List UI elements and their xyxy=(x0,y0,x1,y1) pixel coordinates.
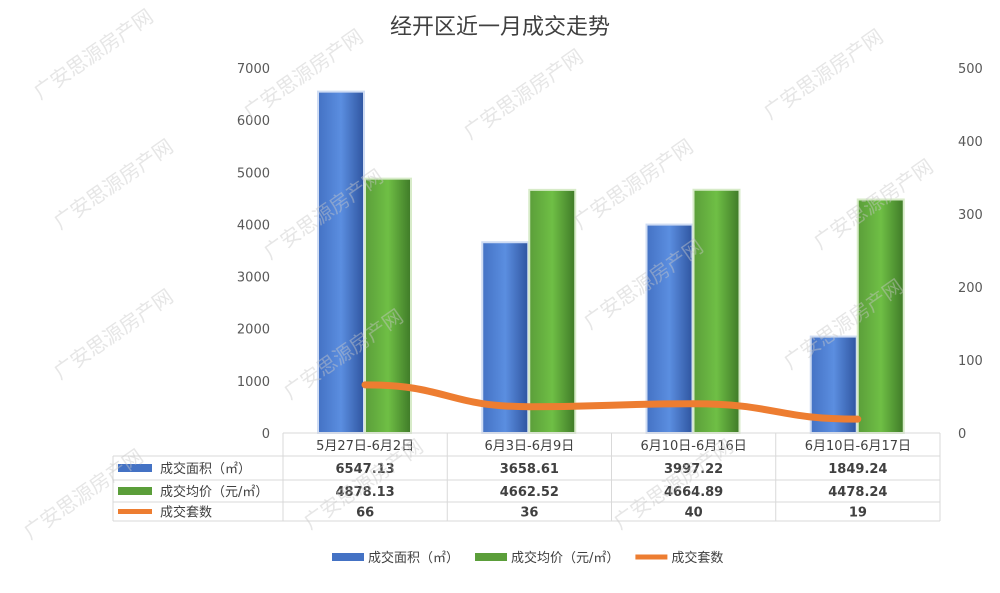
table-cell: 1849.24 xyxy=(828,462,887,477)
table-cell: 36 xyxy=(520,506,538,521)
y-tick-label: 5000 xyxy=(237,166,270,181)
category-label: 5月27日-6月2日 xyxy=(316,439,414,454)
chart-title: 经开区近一月成交走势 xyxy=(390,15,610,40)
table-cell: 3658.61 xyxy=(500,462,559,477)
table-cell: 66 xyxy=(356,506,374,521)
legend-label: 成交均价（元/㎡） xyxy=(511,550,619,566)
y2-tick-label: 400 xyxy=(958,135,983,150)
table-cell: 4662.52 xyxy=(500,485,559,500)
legend-key xyxy=(332,553,364,561)
line-series-count xyxy=(361,381,862,423)
y2-tick-label: 300 xyxy=(958,208,983,223)
table-cell: 3997.22 xyxy=(664,462,723,477)
watermark: 广安思源房产网 xyxy=(49,134,177,234)
y-tick-label: 6000 xyxy=(237,114,270,129)
data-table xyxy=(112,432,941,522)
watermark: 广安思源房产网 xyxy=(459,44,587,144)
table-row-label: 成交面积（㎡） xyxy=(160,461,251,477)
category-label: 6月10日-6月17日 xyxy=(805,439,911,454)
table-cell: 19 xyxy=(849,506,867,521)
bar-avg-price xyxy=(856,198,905,434)
watermark: 广安思源房产网 xyxy=(759,24,887,124)
table-legend-key xyxy=(118,464,152,472)
y2-tick-label: 200 xyxy=(958,281,983,296)
watermark: 广安思源房产网 xyxy=(569,134,697,234)
table-cell: 4878.13 xyxy=(336,485,395,500)
table-legend-key xyxy=(118,487,152,495)
watermark: 广安思源房产网 xyxy=(29,4,157,104)
y-tick-label: 1000 xyxy=(237,375,270,390)
bar-area xyxy=(317,90,365,435)
legend-key xyxy=(475,553,508,561)
y-tick-label: 3000 xyxy=(237,271,270,286)
y2-tick-label: 500 xyxy=(958,62,983,77)
table-cell: 4664.89 xyxy=(664,485,723,500)
bar-avg-price xyxy=(528,188,577,434)
table-row-label: 成交均价（元/㎡） xyxy=(160,484,268,500)
bar-avg-price xyxy=(364,177,412,434)
table-row-label: 成交套数 xyxy=(160,505,212,521)
y2-tick-label: 0 xyxy=(958,427,966,442)
y-tick-label: 2000 xyxy=(237,323,270,338)
watermark: 广安思源房产网 xyxy=(49,284,177,384)
bar-avg-price xyxy=(692,188,741,434)
table-cell: 40 xyxy=(685,506,703,521)
category-label: 6月10日-6月16日 xyxy=(640,439,746,454)
legend-label: 成交面积（㎡） xyxy=(368,550,459,566)
table-cell: 4478.24 xyxy=(828,485,887,500)
y-tick-label: 7000 xyxy=(237,62,270,77)
category-label: 6月3日-6月9日 xyxy=(484,439,574,454)
table-cell: 6547.13 xyxy=(336,462,395,477)
y2-tick-label: 100 xyxy=(958,354,983,369)
legend-label: 成交套数 xyxy=(671,550,723,566)
y-tick-label: 4000 xyxy=(237,218,270,233)
y-tick-label: 0 xyxy=(262,427,270,442)
